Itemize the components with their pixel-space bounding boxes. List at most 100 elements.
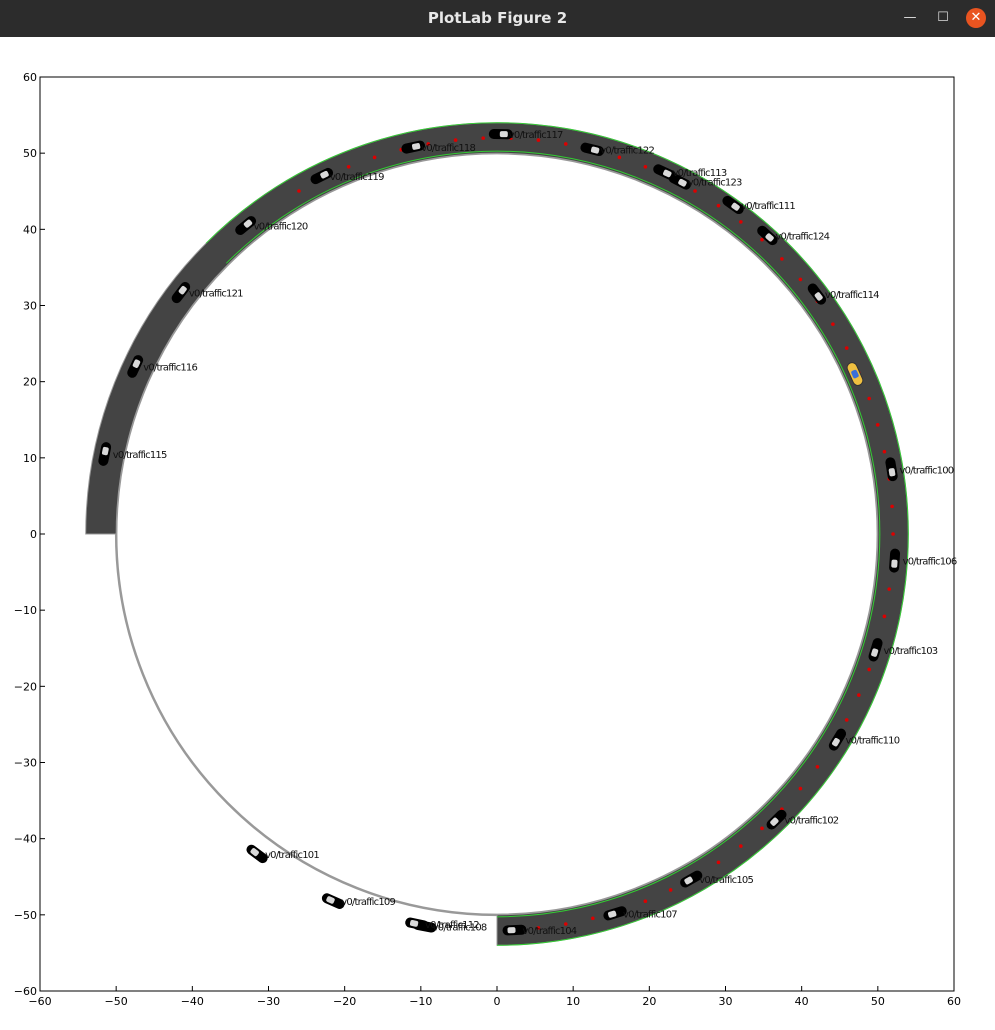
waypoint-marker [887,587,892,591]
vehicle-window [891,559,898,568]
figure-canvas[interactable]: v0/traffic100 v0/traffic106 v0/traffic103 v… [0,37,995,1030]
vehicle-marker [889,548,901,573]
vehicle-label: v0/traffic108 [433,922,487,933]
waypoint-marker [536,138,541,142]
vehicle-marker [885,457,898,482]
vehicle-window [411,143,421,150]
vehicle-label: v0/traffic122 [600,145,654,156]
close-icon[interactable]: ✕ [966,8,986,28]
x-tick-label: 30 [719,995,733,1008]
vehicle-marker [603,906,627,921]
vehicle-marker [757,225,778,246]
vehicle-label: v0/traffic105 [699,875,753,886]
y-tick-label: −40 [14,833,37,846]
waypoint-marker [815,765,820,769]
vehicle-window [409,919,419,927]
waypoint-marker [693,189,697,193]
waypoint-marker [857,693,861,697]
vehicle-window [871,648,879,657]
vehicle-marker [246,844,268,864]
vehicle-marker [488,129,513,140]
vehicle-window [101,446,109,456]
vehicle-marker [766,809,787,830]
waypoint-marker [867,667,871,672]
minimize-icon[interactable]: — [903,10,917,25]
y-tick-label: −10 [14,604,37,617]
plot-area[interactable]: v0/traffic100 v0/traffic106 v0/traffic103 v… [0,37,995,1030]
vehicle-window [243,219,253,228]
axes-box [39,76,955,992]
waypoint-marker [453,138,458,142]
vehicle-window [326,896,335,904]
vehicle-marker [868,638,883,662]
vehicle-labels-layer: v0/traffic100 v0/traffic106 v0/traffic103 v… [113,130,958,937]
vehicle-label: v0/traffic120 [254,222,308,233]
lane-inner-boundary [225,150,881,918]
waypoint-marker [760,826,764,831]
vehicle-marker [235,216,257,235]
vehicle-label: v0/traffic107 [623,909,677,920]
waypoint-marker [563,142,568,146]
waypoint-marker [882,449,887,454]
waypoint-marker [798,786,803,791]
waypoint-marker [780,257,784,261]
x-tick-label: −30 [257,995,280,1008]
x-tick-label: 50 [871,995,885,1008]
vehicle-marker [127,355,144,378]
vehicle-label: v0/traffic116 [143,362,197,373]
vehicle-window [888,468,896,477]
x-tick-label: −20 [333,995,356,1008]
y-tick-label: 0 [30,528,37,541]
waypoint-marker [882,614,887,619]
x-tick-label: 60 [947,995,961,1008]
waypoint-marker [891,532,895,536]
waypoint-marker [372,155,377,160]
road-layer [85,122,909,946]
x-tick-label: 0 [494,995,501,1008]
waypoints-layer [297,136,895,932]
y-tick-label: 40 [23,223,37,236]
vehicle-window [814,292,823,301]
maximize-icon[interactable]: ☐ [937,10,949,25]
waypoint-marker [890,504,894,509]
x-tick-label: −10 [409,995,432,1008]
waypoint-marker [875,423,880,427]
vehicle-marker [321,893,345,909]
waypoint-marker [760,237,764,242]
vehicle-label: v0/traffic106 [903,557,957,568]
vehicle-label: v0/traffic119 [330,172,384,183]
vehicle-marker [828,728,847,751]
ego-vehicle [846,362,864,386]
vehicle-label: v0/traffic101 [265,850,319,861]
vehicle-label: v0/traffic118 [421,143,475,154]
x-tick-label: 40 [795,995,809,1008]
y-tick-label: 60 [23,71,37,84]
x-axis-ticks: −60 −50 −40 −30 −20 −10 0 10 20 30 40 50 60 [28,986,961,1008]
waypoint-marker [617,155,622,160]
y-tick-label: −60 [14,985,37,998]
waypoint-marker [716,203,721,208]
waypoint-marker [668,888,673,892]
waypoint-marker [739,844,743,848]
waypoint-marker [739,220,743,224]
vehicle-marker [680,870,703,888]
vehicle-marker [401,140,426,154]
window-titlebar[interactable]: PlotLab Figure 2 — ☐ ✕ [0,0,995,38]
waypoint-marker [831,322,835,326]
waypoint-marker [798,277,803,282]
vehicle-marker [502,924,527,936]
vehicle-window [607,910,617,918]
vehicles-layer [98,129,901,936]
vehicle-label: v0/traffic114 [825,290,879,301]
waypoint-marker [536,926,541,930]
vehicle-label: v0/traffic117 [509,130,563,141]
vehicle-window [663,169,672,178]
vehicle-window [250,848,259,857]
waypoint-marker [844,718,849,722]
y-tick-label: −30 [14,757,37,770]
vehicle-window [684,876,693,885]
vehicle-window [765,233,774,242]
y-tick-label: −20 [14,680,37,693]
vehicle-window [770,817,779,826]
axes-frame [39,76,955,992]
